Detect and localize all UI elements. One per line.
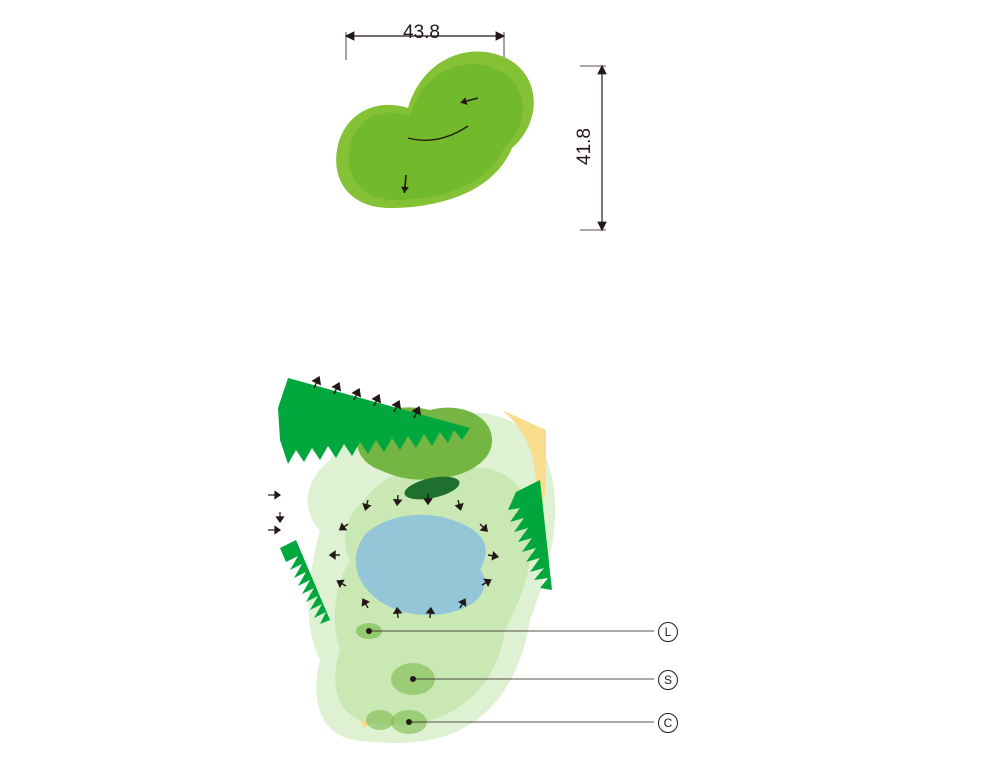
tee-label-c: C xyxy=(658,713,678,733)
left-gap-arrows xyxy=(268,492,284,534)
hole-map xyxy=(0,0,1000,773)
tee-label-s: S xyxy=(658,670,678,690)
tee-label-l: L xyxy=(658,622,678,642)
